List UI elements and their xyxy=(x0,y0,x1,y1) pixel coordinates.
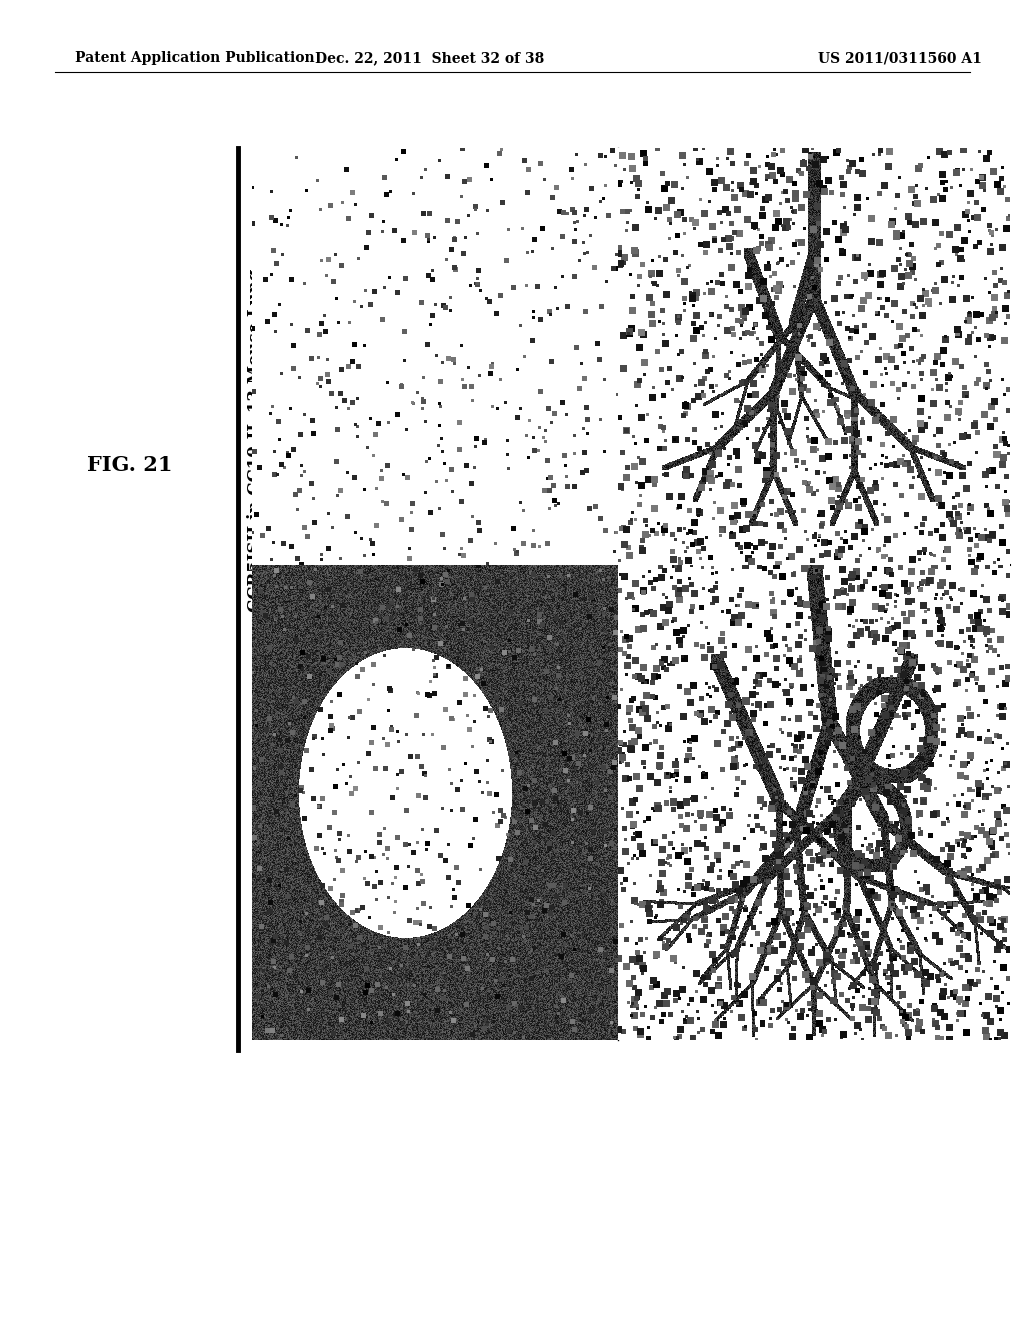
Text: Anti-sense: Anti-sense xyxy=(281,667,299,774)
Text: Sense: Sense xyxy=(281,235,299,294)
Text: WT: WT xyxy=(301,982,319,1018)
Text: Dec. 22, 2011  Sheet 32 of 38: Dec. 22, 2011 Sheet 32 of 38 xyxy=(315,51,545,65)
Text: CCR5ISH in CC10-IL-13 Mouse Lung: CCR5ISH in CC10-IL-13 Mouse Lung xyxy=(248,268,264,611)
Text: Patent Application Publication: Patent Application Publication xyxy=(75,51,314,65)
Text: Tg: Tg xyxy=(651,986,669,1014)
Text: US 2011/0311560 A1: US 2011/0311560 A1 xyxy=(818,51,982,65)
Text: FIG. 21: FIG. 21 xyxy=(87,455,173,475)
